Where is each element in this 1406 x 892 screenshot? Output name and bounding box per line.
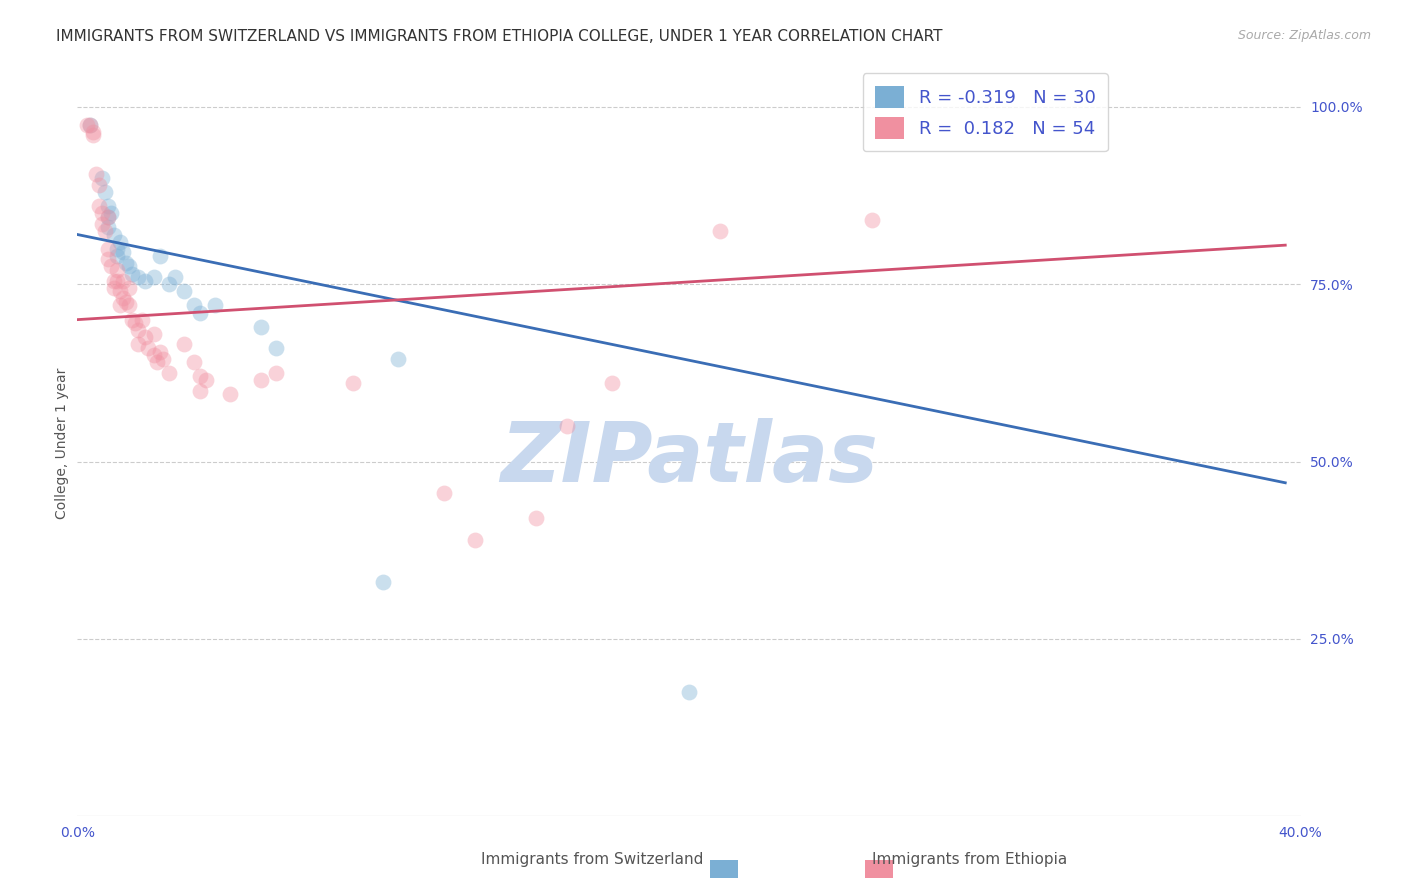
Point xyxy=(602,376,624,391)
Point xyxy=(118,260,141,274)
Point xyxy=(862,213,884,227)
Point xyxy=(112,274,135,288)
Point xyxy=(165,270,187,285)
Point xyxy=(127,323,149,337)
Point xyxy=(97,210,120,224)
Point xyxy=(94,224,117,238)
Point xyxy=(115,256,138,270)
Point xyxy=(127,337,149,351)
Point xyxy=(371,575,394,590)
Point xyxy=(678,685,700,699)
Text: Source: ZipAtlas.com: Source: ZipAtlas.com xyxy=(1237,29,1371,42)
Point xyxy=(183,355,205,369)
Point xyxy=(188,369,211,384)
Point xyxy=(105,242,128,256)
Point xyxy=(118,281,141,295)
Point xyxy=(142,348,165,362)
Point xyxy=(173,337,195,351)
Point xyxy=(112,245,135,260)
Point xyxy=(105,249,128,263)
Point xyxy=(709,224,731,238)
Point xyxy=(108,285,131,299)
Point xyxy=(121,312,143,326)
Point xyxy=(142,270,165,285)
Point xyxy=(79,118,101,132)
Point xyxy=(264,366,287,380)
Point xyxy=(188,305,211,319)
Point xyxy=(97,199,120,213)
Point xyxy=(100,206,122,220)
Point xyxy=(115,294,138,309)
Point xyxy=(108,298,131,312)
Point xyxy=(79,118,101,132)
Point xyxy=(387,351,409,366)
Point xyxy=(108,235,131,249)
Point xyxy=(149,344,172,359)
Point xyxy=(87,178,110,192)
Point xyxy=(342,376,364,391)
Point xyxy=(97,242,120,256)
Text: Immigrants from Ethiopia: Immigrants from Ethiopia xyxy=(872,852,1067,867)
Point xyxy=(136,341,159,355)
Point xyxy=(555,419,578,434)
Point xyxy=(142,326,165,341)
Point xyxy=(194,373,217,387)
Point xyxy=(97,252,120,267)
Point xyxy=(90,217,112,231)
Point xyxy=(157,277,180,292)
Point xyxy=(112,291,135,305)
Point xyxy=(76,118,98,132)
Point xyxy=(90,206,112,220)
Point xyxy=(250,373,273,387)
Point xyxy=(464,533,486,547)
Point xyxy=(173,285,195,299)
Point xyxy=(82,128,104,143)
Point xyxy=(183,298,205,312)
Y-axis label: College, Under 1 year: College, Under 1 year xyxy=(55,368,69,519)
Text: IMMIGRANTS FROM SWITZERLAND VS IMMIGRANTS FROM ETHIOPIA COLLEGE, UNDER 1 YEAR CO: IMMIGRANTS FROM SWITZERLAND VS IMMIGRANT… xyxy=(56,29,943,44)
Point xyxy=(188,384,211,398)
Point xyxy=(264,341,287,355)
Point xyxy=(433,486,456,500)
Point xyxy=(84,167,107,181)
Text: Immigrants from Switzerland: Immigrants from Switzerland xyxy=(481,852,703,867)
Point xyxy=(100,260,122,274)
Point xyxy=(131,312,153,326)
Point xyxy=(103,274,125,288)
Legend: R = -0.319   N = 30, R =  0.182   N = 54: R = -0.319 N = 30, R = 0.182 N = 54 xyxy=(862,73,1108,152)
Point xyxy=(152,351,174,366)
Point xyxy=(146,355,169,369)
Point xyxy=(103,227,125,242)
Point xyxy=(118,298,141,312)
Point xyxy=(97,220,120,235)
Point xyxy=(94,185,117,199)
Point xyxy=(105,274,128,288)
Point xyxy=(87,199,110,213)
Point xyxy=(250,319,273,334)
Point xyxy=(204,298,226,312)
Point xyxy=(149,249,172,263)
Point xyxy=(134,274,156,288)
Point xyxy=(105,263,128,277)
Point xyxy=(97,210,120,224)
Point xyxy=(219,387,242,401)
Text: ZIPatlas: ZIPatlas xyxy=(501,418,877,500)
Point xyxy=(124,316,146,330)
Point xyxy=(121,267,143,281)
Point xyxy=(103,281,125,295)
Point xyxy=(90,170,112,185)
Point xyxy=(524,511,547,525)
Point xyxy=(82,125,104,139)
Point xyxy=(134,330,156,344)
Point xyxy=(157,366,180,380)
Point xyxy=(127,270,149,285)
